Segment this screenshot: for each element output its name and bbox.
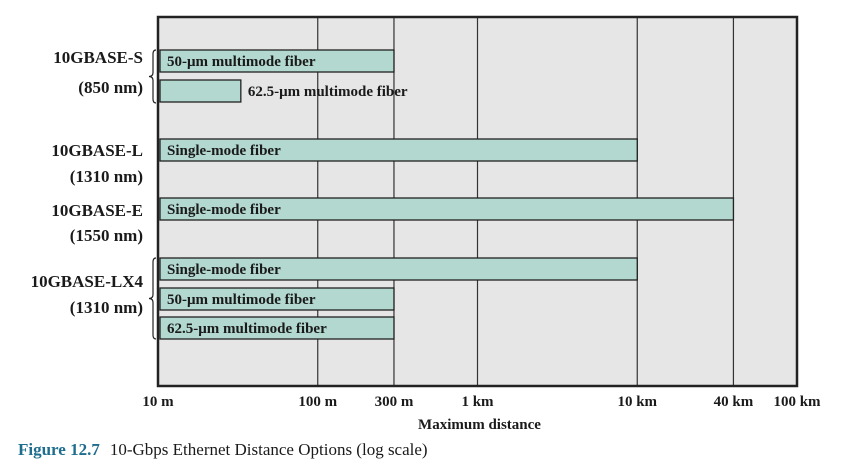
group-wavelength: (850 nm) bbox=[78, 78, 143, 97]
group-wavelength: (1310 nm) bbox=[70, 167, 143, 186]
group-wavelength: (1550 nm) bbox=[70, 226, 143, 245]
figure-number: Figure 12.7 bbox=[18, 440, 100, 459]
distance-chart: 50-μm multimode fiber 62.5-μm multimode f… bbox=[31, 15, 821, 433]
group-bracket bbox=[148, 257, 157, 340]
group-bracket bbox=[148, 49, 157, 104]
bar bbox=[159, 138, 638, 162]
group-name: 10GBASE-E bbox=[51, 201, 143, 220]
group-wavelength: (1310 nm) bbox=[70, 298, 143, 317]
x-tick-label: 100 m bbox=[298, 394, 337, 410]
bar bbox=[159, 257, 638, 281]
x-tick-label: 40 km bbox=[714, 394, 754, 410]
x-tick-label: 300 m bbox=[375, 394, 414, 410]
figure-title: 10-Gbps Ethernet Distance Options (log s… bbox=[109, 440, 428, 459]
bar-label: 50-μm multimode fiber bbox=[167, 54, 316, 70]
plot-frame bbox=[156, 15, 799, 388]
x-tick-label: 10 m bbox=[142, 394, 174, 410]
x-tick-labels: 10 m 100 m 300 m 1 km 10 km 40 km 100 km bbox=[142, 394, 821, 410]
group-labels: 10GBASE-S (850 nm) 10GBASE-L (1310 nm) 10GBA… bbox=[31, 48, 144, 317]
group-name: 10GBASE-L bbox=[51, 141, 143, 160]
group-name: 10GBASE-S bbox=[53, 48, 143, 67]
bar-label: 62.5-μm multimode fiber bbox=[248, 84, 408, 100]
group-brackets bbox=[148, 49, 157, 340]
x-tick-label: 1 km bbox=[461, 394, 494, 410]
bars bbox=[159, 49, 735, 340]
bar-labels: 50-μm multimode fiber 62.5-μm multimode f… bbox=[167, 54, 408, 337]
group-name: 10GBASE-LX4 bbox=[31, 272, 144, 291]
bar bbox=[159, 316, 395, 340]
bar-label: 62.5-μm multimode fiber bbox=[167, 321, 327, 337]
bar bbox=[159, 287, 395, 311]
x-tick-label: 10 km bbox=[617, 394, 657, 410]
bar bbox=[159, 79, 242, 103]
x-tick-label: 100 km bbox=[773, 394, 821, 410]
bar-label: Single-mode fiber bbox=[167, 262, 281, 278]
bar-label: Single-mode fiber bbox=[167, 202, 281, 218]
bar-label: 50-μm multimode fiber bbox=[167, 292, 316, 308]
bar-label: Single-mode fiber bbox=[167, 143, 281, 159]
bar bbox=[159, 49, 395, 73]
x-axis-title: Maximum distance bbox=[418, 417, 541, 433]
figure-caption: Figure 12.7 10-Gbps Ethernet Distance Opt… bbox=[18, 440, 428, 460]
bar bbox=[159, 197, 735, 221]
